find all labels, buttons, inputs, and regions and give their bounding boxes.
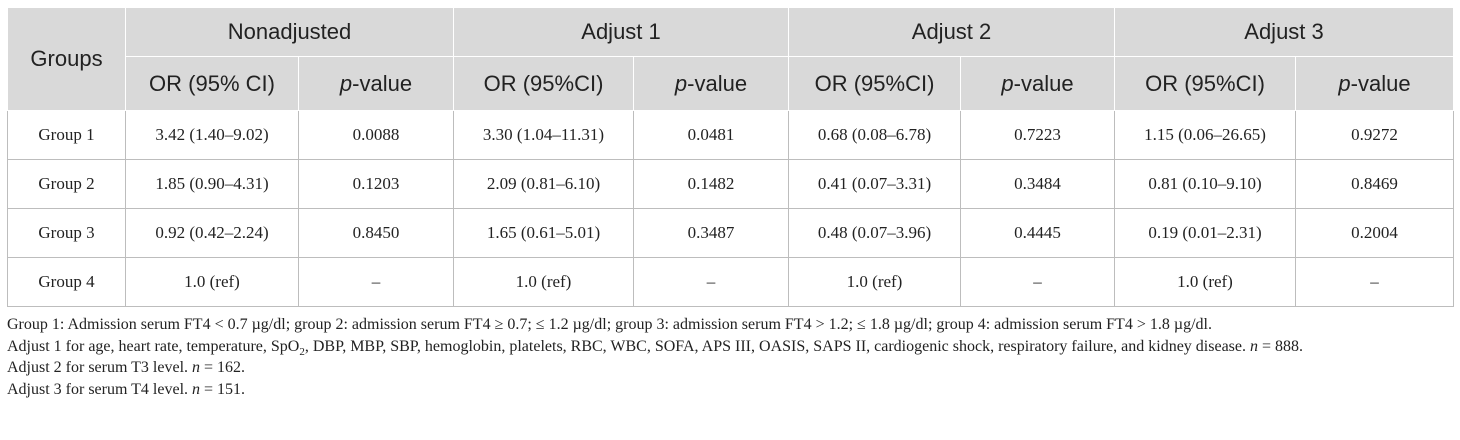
table-cell: – — [1295, 257, 1455, 307]
header-adjust-1: Adjust 1 — [453, 7, 790, 57]
table-cell: 0.3484 — [960, 159, 1116, 209]
p-rest: -value — [352, 70, 413, 96]
header-nonadjusted: Nonadjusted — [124, 7, 455, 57]
footnote-text: = 162. — [200, 359, 246, 376]
footnote-text: , DBP, MBP, SBP, hemoglobin, platelets, … — [304, 337, 1251, 355]
p-rest: -value — [1013, 70, 1074, 96]
table-cell: 0.8469 — [1295, 159, 1455, 209]
table-cell: 0.8450 — [297, 208, 455, 258]
table-cell: 1.0 (ref) — [1114, 257, 1297, 307]
footnote-adjust-3: Adjust 3 for serum T4 level. n = 151. — [7, 379, 1453, 401]
table-cell: 0.19 (0.01–2.31) — [1114, 208, 1297, 258]
n-italic: n — [1250, 337, 1259, 355]
p-italic: p — [1001, 70, 1014, 96]
table-row: Group 4 1.0 (ref) – 1.0 (ref) – 1.0 (ref… — [7, 257, 1455, 307]
table-cell: 0.3487 — [633, 208, 790, 258]
footnote-text: Group 1: Admission serum FT4 < 0.7 µg/dl… — [7, 316, 1212, 333]
footnote-text: Adjust 3 for serum T4 level. — [7, 380, 193, 398]
group-cell: Group 4 — [7, 257, 126, 307]
footnote-text: Adjust 1 for age, heart rate, temperatur… — [7, 337, 300, 355]
table-cell: 3.42 (1.40–9.02) — [125, 110, 299, 160]
table-cell: 0.7223 — [960, 110, 1116, 160]
p-italic: p — [339, 70, 353, 96]
table-cell: 1.0 (ref) — [453, 257, 635, 307]
table-cell: 0.68 (0.08–6.78) — [788, 110, 962, 160]
p-rest: -value — [687, 70, 748, 96]
table-row: Group 3 0.92 (0.42–2.24) 0.8450 1.65 (0.… — [7, 208, 1455, 258]
subheader-or: OR (95%CI) — [453, 56, 635, 111]
subheader-or: OR (95%CI) — [788, 56, 962, 111]
table-cell: 0.1482 — [633, 159, 790, 209]
footnote-adjust-1: Adjust 1 for age, heart rate, temperatur… — [7, 336, 1453, 358]
table-cell: – — [297, 257, 455, 307]
n-italic: n — [192, 359, 201, 376]
table-cell: 0.1203 — [297, 159, 455, 209]
p-italic: p — [1338, 70, 1351, 96]
table-cell: 0.4445 — [960, 208, 1116, 258]
subscript: 2 — [299, 345, 305, 358]
groups-header: Groups — [7, 7, 126, 111]
table-cell: 0.2004 — [1295, 208, 1455, 258]
subheader-p-value: p-value — [297, 56, 455, 111]
subheader-or: OR (95% CI) — [125, 56, 299, 111]
table-cell: 1.85 (0.90–4.31) — [125, 159, 299, 209]
p-rest: -value — [1350, 70, 1411, 96]
subheader-p-value: p-value — [633, 56, 790, 111]
table-cell: 1.15 (0.06–26.65) — [1114, 110, 1297, 160]
n-italic: n — [192, 380, 201, 398]
table-cell: 0.0481 — [633, 110, 790, 160]
table-cell: – — [960, 257, 1116, 307]
group-cell: Group 3 — [7, 208, 126, 258]
footnote-text: Adjust 2 for serum T3 level. — [7, 359, 193, 376]
table-cell: 0.81 (0.10–9.10) — [1114, 159, 1297, 209]
p-italic: p — [674, 70, 688, 96]
group-cell: Group 2 — [7, 159, 126, 209]
group-cell: Group 1 — [7, 110, 126, 160]
subheader-p-value: p-value — [1295, 56, 1455, 111]
table-cell: 1.65 (0.61–5.01) — [453, 208, 635, 258]
table-cell: 1.0 (ref) — [788, 257, 962, 307]
subheader-p-value: p-value — [960, 56, 1116, 111]
table-cell: 0.9272 — [1295, 110, 1455, 160]
table-container: Groups Nonadjusted Adjust 1 Adjust 2 Adj… — [7, 7, 1455, 400]
table-cell: 0.41 (0.07–3.31) — [788, 159, 962, 209]
footnote-text: = 151. — [200, 380, 246, 398]
table-footnotes: Group 1: Admission serum FT4 < 0.7 µg/dl… — [7, 314, 1453, 400]
table-cell: 0.92 (0.42–2.24) — [125, 208, 299, 258]
table-cell: 0.48 (0.07–3.96) — [788, 208, 962, 258]
footnote-text: = 888. — [1258, 337, 1304, 355]
footnote-adjust-2: Adjust 2 for serum T3 level. n = 162. — [7, 357, 1453, 379]
table-row: Group 2 1.85 (0.90–4.31) 0.1203 2.09 (0.… — [7, 159, 1455, 209]
table-cell: 2.09 (0.81–6.10) — [453, 159, 635, 209]
results-table: Groups Nonadjusted Adjust 1 Adjust 2 Adj… — [7, 7, 1455, 307]
table-cell: – — [633, 257, 790, 307]
footnote-groups: Group 1: Admission serum FT4 < 0.7 µg/dl… — [7, 314, 1453, 336]
header-adjust-2: Adjust 2 — [788, 7, 1116, 57]
table-cell: 0.0088 — [297, 110, 455, 160]
table-row: Group 1 3.42 (1.40–9.02) 0.0088 3.30 (1.… — [7, 110, 1455, 160]
header-adjust-3: Adjust 3 — [1114, 7, 1455, 57]
header-row-2: OR (95% CI) p-value OR (95%CI) p-value O… — [8, 56, 1455, 111]
header-row-1: Groups Nonadjusted Adjust 1 Adjust 2 Adj… — [7, 7, 1455, 111]
subheader-or: OR (95%CI) — [1114, 56, 1297, 111]
table-cell: 3.30 (1.04–11.31) — [453, 110, 635, 160]
table-cell: 1.0 (ref) — [125, 257, 299, 307]
